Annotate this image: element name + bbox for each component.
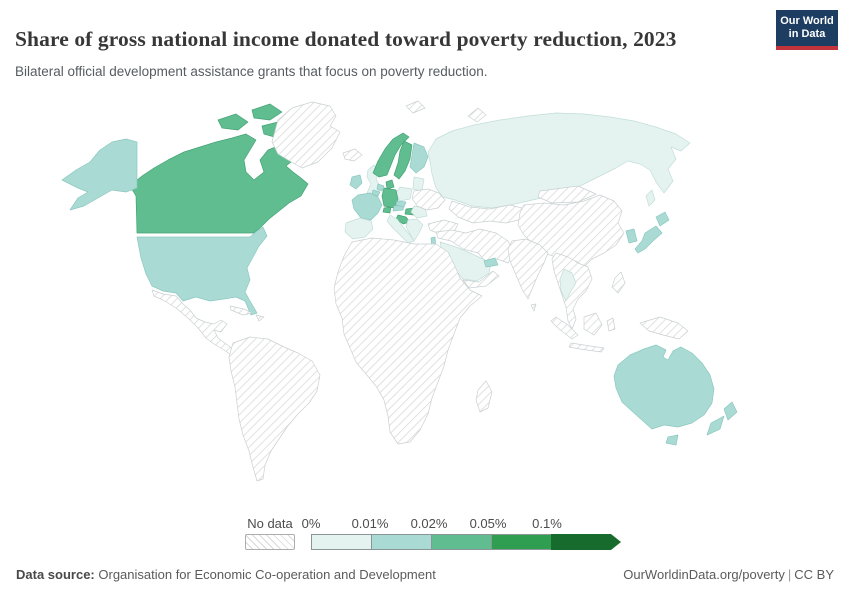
- region-japan[interactable]: [634, 211, 670, 254]
- legend-tick-1: 0.01%: [351, 516, 389, 531]
- owid-logo-line2: in Data: [788, 28, 826, 40]
- footer-url[interactable]: OurWorldinData.org/poverty: [623, 567, 785, 582]
- legend-bin-swatch-4[interactable]: [491, 534, 552, 550]
- region-baltic-states[interactable]: [412, 176, 425, 192]
- legend-bin-swatch-5[interactable]: [551, 534, 621, 550]
- region-balkans-greece[interactable]: [405, 218, 424, 242]
- legend-tick-2: 0.02%: [410, 516, 448, 531]
- owid-logo[interactable]: Our World in Data: [776, 10, 838, 50]
- region-novaya-zemlya[interactable]: [467, 107, 487, 123]
- legend-no-data-label: No data: [247, 516, 293, 531]
- legend-tick-0: 0%: [301, 516, 321, 531]
- region-spain-portugal[interactable]: [344, 217, 374, 240]
- region-czechia[interactable]: [395, 200, 407, 208]
- legend-no-data-swatch[interactable]: [245, 534, 295, 550]
- map-legend: No data 0% 0.01% 0.02% 0.05% 0.1%: [245, 516, 645, 552]
- owid-logo-accent-bar: [776, 46, 838, 50]
- world-map: [61, 100, 738, 482]
- region-ireland[interactable]: [349, 174, 363, 190]
- region-finland[interactable]: [409, 142, 429, 174]
- region-madagascar[interactable]: [475, 380, 493, 413]
- chart-footer: Data source: Organisation for Economic C…: [16, 567, 834, 582]
- footer-divider: |: [787, 567, 792, 582]
- legend-tick-3: 0.05%: [469, 516, 507, 531]
- region-sweden[interactable]: [393, 140, 413, 180]
- region-switzerland[interactable]: [382, 206, 392, 214]
- region-netherlands[interactable]: [376, 183, 385, 192]
- region-indonesia[interactable]: [550, 312, 616, 353]
- region-iceland[interactable]: [342, 148, 363, 162]
- legend-color-bar: [311, 534, 621, 550]
- region-france[interactable]: [351, 192, 383, 221]
- region-uae-qatar[interactable]: [483, 257, 499, 268]
- region-philippines[interactable]: [611, 271, 626, 294]
- region-new-guinea[interactable]: [639, 316, 689, 340]
- region-svalbard[interactable]: [405, 100, 426, 114]
- region-russia[interactable]: [427, 112, 691, 209]
- region-india[interactable]: [507, 238, 549, 300]
- region-southeast-asia[interactable]: [551, 252, 593, 330]
- owid-logo-line1: Our World: [780, 15, 834, 28]
- region-yemen-oman[interactable]: [462, 270, 500, 289]
- region-belgium[interactable]: [371, 189, 381, 197]
- region-central-asia[interactable]: [448, 200, 527, 224]
- region-africa[interactable]: [333, 237, 483, 445]
- region-sri-lanka[interactable]: [530, 303, 537, 312]
- region-caribbean[interactable]: [229, 305, 265, 322]
- page-title: Share of gross national income donated t…: [15, 27, 677, 52]
- region-ukraine-belarus[interactable]: [411, 188, 446, 211]
- region-greenland[interactable]: [271, 101, 341, 169]
- chart-subtitle: Bilateral official development assistanc…: [15, 63, 488, 79]
- region-poland[interactable]: [395, 186, 413, 202]
- data-source: Data source: Organisation for Economic C…: [16, 567, 436, 582]
- region-south-korea[interactable]: [625, 228, 638, 244]
- region-denmark[interactable]: [385, 179, 395, 190]
- region-australia[interactable]: [613, 344, 715, 446]
- region-new-zealand[interactable]: [706, 401, 738, 436]
- region-united-states[interactable]: [61, 138, 268, 316]
- region-norway[interactable]: [372, 132, 410, 178]
- footer-attribution: OurWorldinData.org/poverty | CC BY: [623, 567, 834, 582]
- legend-bin-swatch-3[interactable]: [431, 534, 492, 550]
- footer-license[interactable]: CC BY: [794, 567, 834, 582]
- region-middle-east[interactable]: [435, 228, 515, 264]
- region-thailand[interactable]: [559, 268, 577, 302]
- owid-logo-box: Our World in Data: [776, 10, 838, 46]
- data-source-label: Data source:: [16, 567, 95, 582]
- legend-bin-swatch-2[interactable]: [371, 534, 432, 550]
- region-mexico-central-america[interactable]: [151, 289, 242, 358]
- data-source-text: Organisation for Economic Co-operation a…: [98, 567, 436, 582]
- legend-tick-4: 0.1%: [532, 516, 562, 531]
- legend-bin-swatch-1[interactable]: [311, 534, 372, 550]
- region-south-america[interactable]: [228, 336, 321, 482]
- region-germany[interactable]: [381, 187, 399, 209]
